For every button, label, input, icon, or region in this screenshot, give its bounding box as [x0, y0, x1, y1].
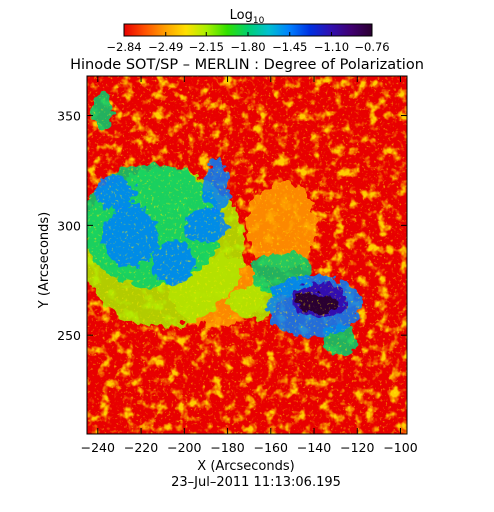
x-tick-label: −120 [340, 440, 374, 455]
heatmap-grain [87, 76, 407, 434]
x-tick-label: −140 [297, 440, 331, 455]
x-tick-label: −180 [210, 440, 244, 455]
heatmap-plot [87, 76, 407, 434]
y-axis-label: Y (Arcseconds) [37, 212, 52, 309]
colorbar-tick-label: −1.10 [314, 40, 349, 54]
colorbar-ticks: −2.84 −2.49 −2.15 −1.80 −1.45 −1.10 −0.76 [106, 32, 390, 54]
colorbar-tick-label: −1.80 [230, 40, 265, 54]
y-axis-ticks: 250 300 350 [57, 109, 407, 343]
colorbar-tick-label: −2.49 [148, 40, 183, 54]
x-tick-label: −160 [254, 440, 288, 455]
chart-title: Hinode SOT/SP – MERLIN : Degree of Polar… [70, 57, 424, 73]
x-axis-label: X (Arcseconds) [197, 459, 294, 474]
y-tick-label: 250 [57, 328, 81, 343]
x-tick-label: −240 [81, 440, 115, 455]
x-axis-ticks: −240 −220 −200 −180 −160 −140 −120 −100 [81, 76, 418, 455]
y-tick-label: 350 [57, 109, 81, 124]
x-tick-label: −200 [167, 440, 201, 455]
x-tick-label: −220 [124, 440, 158, 455]
colorbar-tick-label: −1.45 [272, 40, 307, 54]
colorbar: Log10 −2.84 −2.49 −2.15 −1.80 −1.45 −1.10 −0.7… [106, 8, 389, 54]
timestamp: 23–Jul–2011 11:13:06.195 [171, 475, 341, 490]
colorbar-tick-label: −2.84 [106, 40, 141, 54]
plot-frame [86, 75, 408, 435]
colorbar-tick-label: −2.15 [189, 40, 224, 54]
colorbar-tick-label: −0.76 [354, 40, 389, 54]
colorbar-label: Log10 [230, 8, 265, 26]
x-tick-label: −100 [383, 440, 417, 455]
y-tick-label: 300 [57, 218, 81, 233]
